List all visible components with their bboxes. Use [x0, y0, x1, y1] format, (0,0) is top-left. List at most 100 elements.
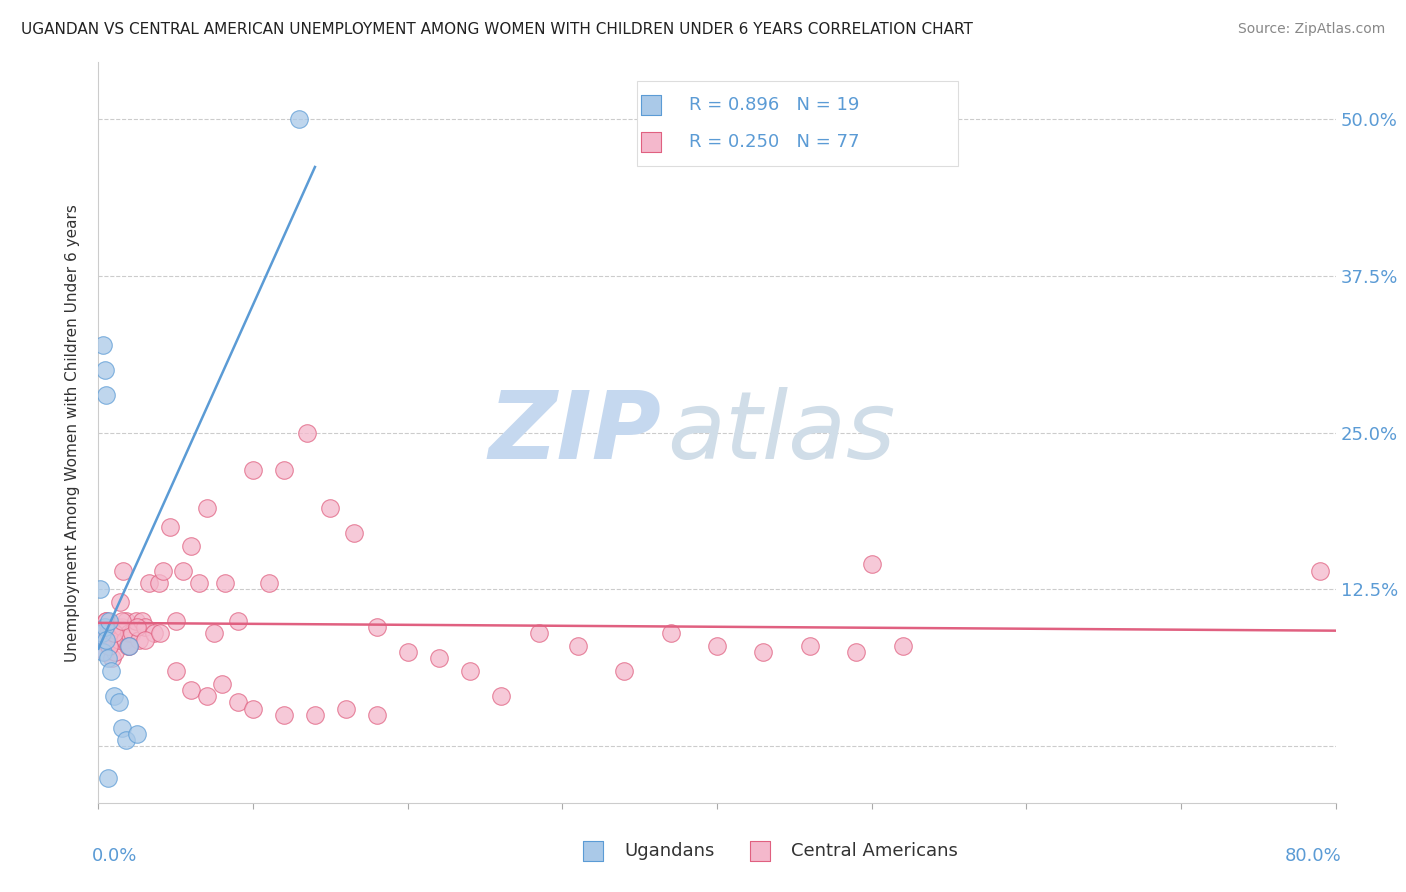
Point: [165, 614, 187, 628]
Point: [93, 620, 115, 634]
Point: [115, 733, 138, 747]
Point: [458, 664, 481, 678]
Point: [114, 632, 136, 647]
Point: [396, 645, 419, 659]
Point: [304, 708, 326, 723]
Point: [845, 645, 868, 659]
Point: [97, 626, 120, 640]
Point: [107, 632, 129, 647]
Point: [257, 576, 280, 591]
Point: [366, 708, 388, 723]
Text: R = 0.896   N = 19: R = 0.896 N = 19: [689, 95, 859, 113]
Point: [427, 651, 450, 665]
Point: [96, 614, 118, 628]
Point: [659, 626, 682, 640]
Point: [148, 576, 170, 591]
Point: [103, 632, 125, 647]
Point: [105, 620, 128, 634]
Point: [93, 645, 115, 659]
Text: 80.0%: 80.0%: [1285, 847, 1341, 865]
Point: [100, 626, 122, 640]
Point: [131, 614, 153, 628]
Point: [204, 626, 226, 640]
Point: [242, 463, 264, 477]
Point: [101, 651, 124, 665]
Point: [1309, 564, 1331, 578]
Text: Central Americans: Central Americans: [792, 842, 957, 860]
Point: [138, 576, 160, 591]
Point: [613, 664, 636, 678]
Point: [103, 689, 125, 703]
Point: [96, 614, 118, 628]
Point: [91, 338, 114, 352]
Point: [214, 576, 236, 591]
Point: [273, 708, 295, 723]
Point: [891, 639, 914, 653]
Point: [90, 626, 112, 640]
Point: [111, 614, 132, 628]
Point: [90, 632, 112, 647]
Point: [172, 564, 194, 578]
Point: [242, 701, 264, 715]
Point: [860, 558, 883, 572]
Point: [93, 363, 115, 377]
Point: [134, 632, 156, 647]
Point: [752, 645, 775, 659]
Point: [108, 595, 131, 609]
Point: [107, 695, 129, 709]
Point: [149, 626, 172, 640]
Point: [117, 639, 139, 653]
Point: [118, 626, 141, 640]
Point: [128, 632, 150, 647]
Point: [288, 112, 311, 126]
Point: [799, 639, 821, 653]
Point: [567, 639, 589, 653]
Point: [118, 639, 141, 653]
Text: atlas: atlas: [668, 387, 896, 478]
Point: [98, 614, 121, 628]
Point: [111, 721, 132, 735]
Point: [188, 576, 211, 591]
Point: [91, 645, 114, 659]
Point: [226, 614, 249, 628]
Point: [89, 582, 111, 597]
Text: R = 0.250   N = 77: R = 0.250 N = 77: [689, 133, 859, 151]
Point: [118, 639, 141, 653]
Point: [121, 626, 143, 640]
Point: [366, 620, 388, 634]
Point: [297, 425, 319, 440]
Point: [211, 676, 233, 690]
Point: [100, 664, 122, 678]
FancyBboxPatch shape: [637, 81, 959, 166]
Point: [319, 500, 342, 515]
Point: [343, 526, 366, 541]
Point: [124, 614, 146, 628]
Point: [706, 821, 728, 835]
Point: [143, 626, 166, 640]
Text: 0.0%: 0.0%: [93, 847, 138, 865]
Point: [706, 639, 728, 653]
Point: [111, 620, 132, 634]
Y-axis label: Unemployment Among Women with Children Under 6 years: Unemployment Among Women with Children U…: [65, 203, 80, 662]
Point: [96, 388, 118, 402]
Point: [335, 701, 357, 715]
Point: [103, 626, 125, 640]
Point: [152, 564, 174, 578]
Point: [98, 639, 121, 653]
Text: Ugandans: Ugandans: [624, 842, 714, 860]
Point: [98, 639, 121, 653]
Point: [180, 682, 202, 697]
Point: [134, 620, 156, 634]
Text: ZIP: ZIP: [488, 386, 661, 479]
Point: [96, 632, 118, 647]
Point: [195, 500, 218, 515]
Text: UGANDAN VS CENTRAL AMERICAN UNEMPLOYMENT AMONG WOMEN WITH CHILDREN UNDER 6 YEARS: UGANDAN VS CENTRAL AMERICAN UNEMPLOYMENT…: [21, 22, 973, 37]
Point: [91, 620, 114, 634]
Point: [915, 821, 938, 835]
Point: [115, 614, 138, 628]
Point: [273, 463, 295, 477]
Point: [97, 771, 120, 785]
Point: [104, 645, 127, 659]
Point: [127, 727, 149, 741]
Point: [97, 651, 120, 665]
